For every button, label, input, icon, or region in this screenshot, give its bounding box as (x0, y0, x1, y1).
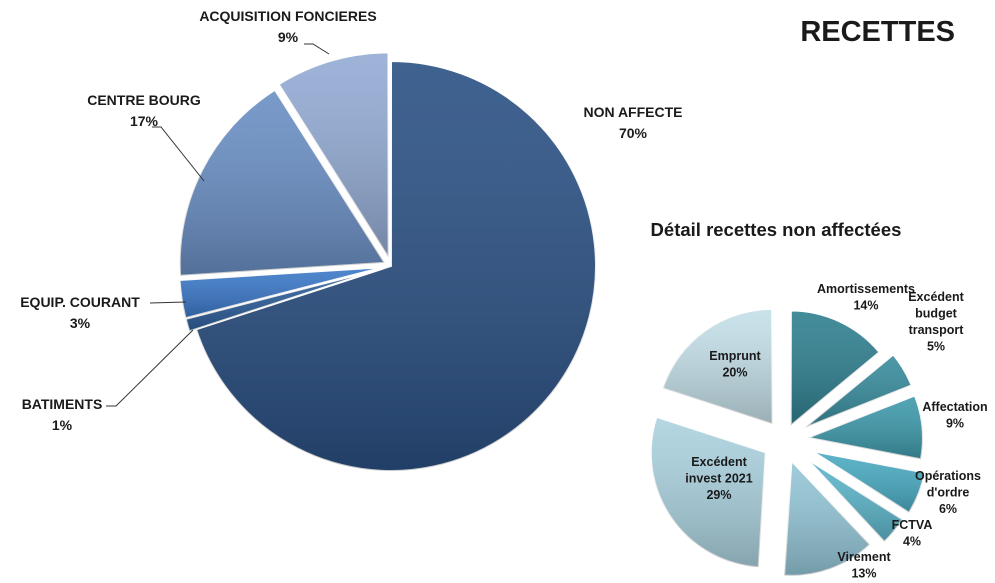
leader-line-equip-courant (149, 301, 187, 304)
pie-slice-amortissements (789, 309, 881, 428)
slice-shading (278, 52, 389, 258)
pie-slice-fctva (804, 457, 905, 544)
label-fctva-line: 4% (903, 535, 921, 549)
label-operations-d-ordre-line: 6% (939, 502, 957, 516)
label-emprunt-line: Emprunt (709, 349, 761, 363)
slice-shading (807, 395, 923, 460)
slice-shading (784, 460, 871, 576)
chart-title: RECETTES (800, 16, 955, 48)
pie-slice-acquisition-foncieres (277, 51, 390, 261)
slice-shading (196, 61, 596, 471)
slice-shading (662, 308, 773, 424)
label-acquisition-foncieres-line: ACQUISITION FONCIERES (199, 8, 376, 24)
pie-slice-emprunt (661, 307, 774, 426)
pie-slice-excedent-budget-transport (804, 353, 913, 429)
pie-slice-equip-courant (178, 266, 385, 320)
leader-line-centre-bourg (152, 126, 205, 182)
slice-shading (790, 310, 880, 426)
leader-line-acquisition-foncieres (304, 43, 330, 55)
detail-pie (649, 307, 927, 577)
label-affectation: Affectation 9% (922, 400, 987, 431)
label-amortissements: Amortissements 14% (817, 282, 915, 313)
leader-lines (106, 43, 330, 407)
label-operations-d-ordre: Opérations d'ordre 6% (915, 469, 981, 516)
main-pie (178, 51, 597, 472)
label-excedent-budget-transport-line: budget (915, 307, 957, 321)
label-non-affecte-line: 70% (619, 125, 648, 141)
label-centre-bourg-line: CENTRE BOURG (87, 92, 201, 108)
label-excedent-budget-transport-line: Excédent (908, 290, 964, 304)
pie-slice-affectation (804, 394, 924, 461)
label-acquisition-foncieres-line: 9% (278, 29, 299, 45)
slice-shading (179, 89, 385, 276)
label-virement-line: Virement (837, 550, 891, 564)
label-amortissements-line: Amortissements (817, 282, 915, 296)
label-emprunt: Emprunt 20% (709, 349, 761, 380)
slice-shading (804, 354, 912, 428)
label-operations-d-ordre-line: d'ordre (927, 486, 970, 500)
label-non-affecte-line: NON AFFECTE (583, 104, 682, 120)
pie-slice-excedent-invest-2021 (649, 415, 767, 569)
label-operations-d-ordre-line: Opérations (915, 469, 981, 483)
slice-shading (650, 416, 766, 568)
label-excedent-budget-transport: Excédent budget transport 5% (908, 290, 964, 354)
label-equip-courant-line: 3% (70, 315, 91, 331)
label-excedent-invest-2021-line: invest 2021 (685, 472, 752, 486)
pie-slice-virement (783, 458, 872, 577)
label-excedent-invest-2021-line: Excédent (691, 455, 747, 469)
slice-shading (185, 267, 385, 332)
leader-line-batiments (106, 329, 194, 407)
label-emprunt-line: 20% (722, 366, 747, 380)
slice-shading (805, 457, 903, 542)
label-fctva: FCTVA 4% (892, 518, 933, 549)
label-centre-bourg: CENTRE BOURG 17% (87, 92, 201, 129)
label-batiments-line: BATIMENTS (22, 396, 103, 412)
label-equip-courant: EQUIP. COURANT 3% (20, 294, 140, 331)
label-excedent-budget-transport-line: transport (909, 323, 965, 337)
slice-labels: NON AFFECTE 70% BATIMENTS 1% EQUIP. COURANT 3… (20, 8, 987, 581)
label-excedent-budget-transport-line: 5% (927, 340, 945, 354)
label-excedent-invest-2021: Excédent invest 2021 29% (685, 455, 752, 502)
pie-slice-centre-bourg (178, 88, 387, 277)
label-fctva-line: FCTVA (892, 518, 933, 532)
label-affectation-line: 9% (946, 417, 964, 431)
pie-slice-operations-d-ordre (811, 450, 927, 515)
slice-shading (179, 267, 385, 319)
label-virement-line: 13% (851, 567, 876, 581)
label-batiments-line: 1% (52, 417, 73, 433)
label-equip-courant-line: EQUIP. COURANT (20, 294, 140, 310)
label-non-affecte: NON AFFECTE 70% (583, 104, 682, 141)
label-excedent-invest-2021-line: 29% (706, 488, 731, 502)
detail-chart-title: Détail recettes non affectées (651, 219, 902, 240)
pie-slice-non-affecte (194, 59, 597, 472)
label-acquisition-foncieres: ACQUISITION FONCIERES 9% (199, 8, 376, 45)
label-batiments: BATIMENTS 1% (22, 396, 103, 433)
label-amortissements-line: 14% (853, 299, 878, 313)
label-centre-bourg-line: 17% (130, 113, 159, 129)
label-affectation-line: Affectation (922, 400, 987, 414)
slice-shading (811, 451, 925, 513)
label-virement: Virement 13% (837, 550, 891, 581)
